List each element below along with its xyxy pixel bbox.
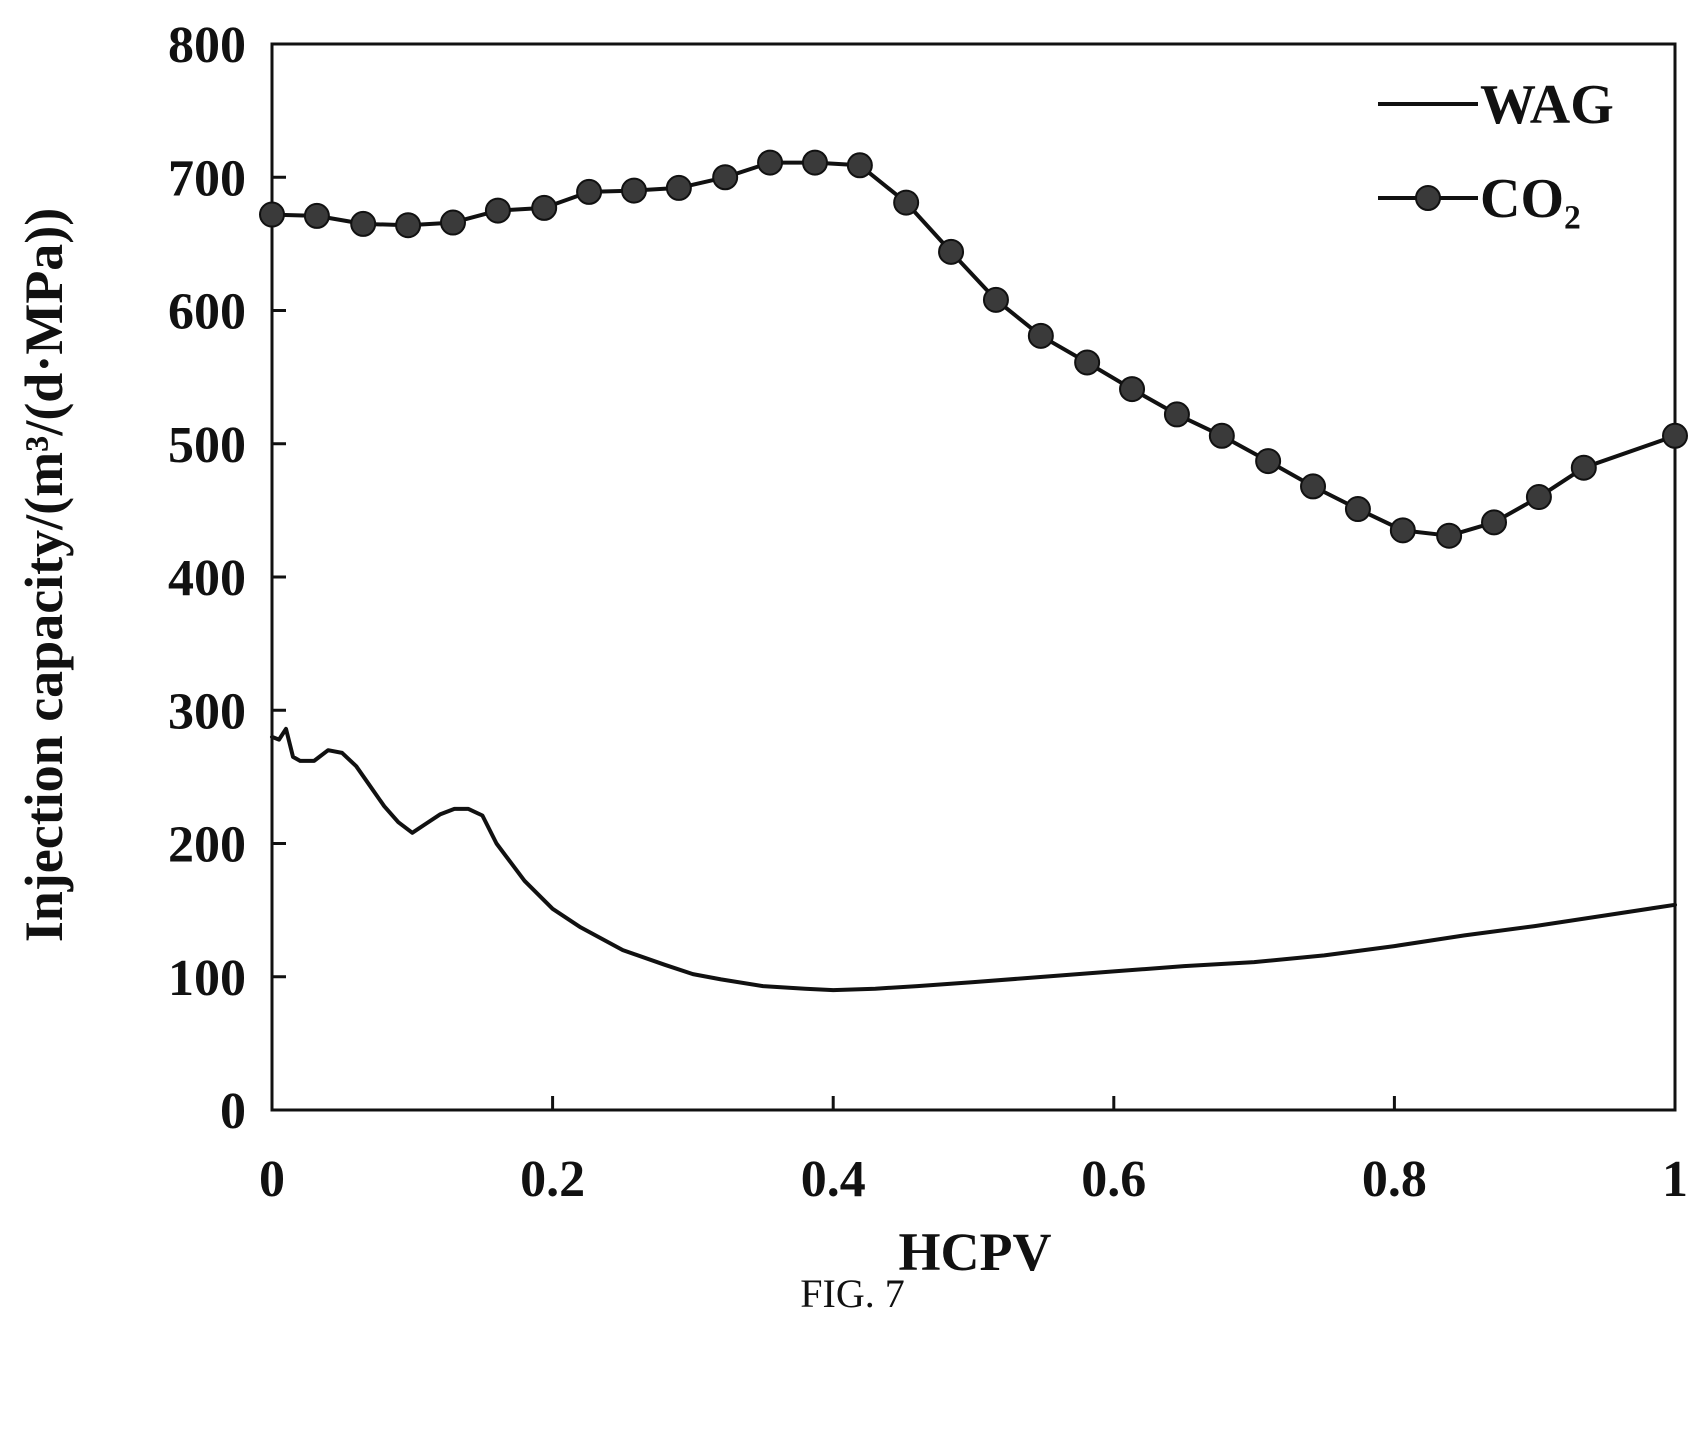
data-point: [350, 210, 377, 237]
x-tick-label: 1: [1662, 1151, 1688, 1208]
data-point: [1300, 473, 1327, 500]
data-point: [484, 197, 511, 224]
plot-frame: [270, 42, 1677, 1112]
legend-label: WAG: [1480, 74, 1614, 136]
y-tick-label: 0: [220, 1083, 246, 1140]
data-point: [1255, 448, 1282, 475]
data-point: [303, 202, 330, 229]
y-tick-label: 500: [168, 417, 246, 474]
data-point: [712, 164, 739, 191]
y-tick-label: 100: [168, 950, 246, 1007]
series-layer: [259, 149, 1688, 993]
x-tick-label: 0: [259, 1151, 285, 1208]
data-point: [620, 177, 647, 204]
x-axis: 0 0.2 0.4 0.6 0.8 1: [259, 1096, 1688, 1208]
data-point: [439, 209, 466, 236]
legend: WAG CO₂: [1378, 74, 1614, 230]
data-point: [1662, 422, 1688, 449]
data-point: [757, 149, 784, 176]
data-point: [1208, 422, 1235, 449]
plot-area: [270, 42, 1677, 1112]
data-point: [1481, 509, 1508, 536]
y-axis: 0 100 200 300 400 500 600 700 800: [168, 17, 286, 1140]
y-axis-title: Injection capacity/(m³/(d·MPa)): [14, 208, 74, 943]
data-point: [893, 189, 920, 216]
x-tick-label: 0.6: [1081, 1151, 1146, 1208]
data-point: [1344, 496, 1371, 523]
data-point: [665, 174, 692, 201]
series-line: [270, 160, 1677, 538]
legend-label: CO₂: [1480, 168, 1581, 230]
y-tick-label: 400: [168, 550, 246, 607]
data-point: [1525, 484, 1552, 511]
data-point: [531, 194, 558, 221]
data-point: [576, 178, 603, 205]
data-point: [801, 149, 828, 176]
data-point: [395, 212, 422, 239]
data-point: [259, 201, 285, 228]
x-tick-label: 0.2: [520, 1151, 585, 1208]
x-tick-label: 0.4: [801, 1151, 866, 1208]
data-point: [1389, 517, 1416, 544]
data-point: [1163, 401, 1190, 428]
figure-caption: FIG. 7: [800, 1271, 905, 1316]
x-tick-label: 0.8: [1362, 1151, 1427, 1208]
legend-marker: [1415, 185, 1441, 211]
data-point: [1570, 454, 1597, 481]
y-tick-label: 300: [168, 683, 246, 740]
data-point: [1074, 349, 1101, 376]
y-tick-label: 800: [168, 17, 246, 74]
data-point: [1436, 522, 1463, 549]
y-tick-label: 200: [168, 817, 246, 874]
y-tick-label: 700: [168, 150, 246, 207]
data-point: [1027, 322, 1054, 349]
data-point: [1119, 376, 1146, 403]
data-point: [846, 152, 873, 179]
data-point: [938, 238, 965, 265]
y-tick-label: 600: [168, 284, 246, 341]
series-line: [270, 726, 1677, 993]
data-point: [982, 286, 1009, 313]
x-axis-title: HCPV: [899, 1222, 1052, 1282]
